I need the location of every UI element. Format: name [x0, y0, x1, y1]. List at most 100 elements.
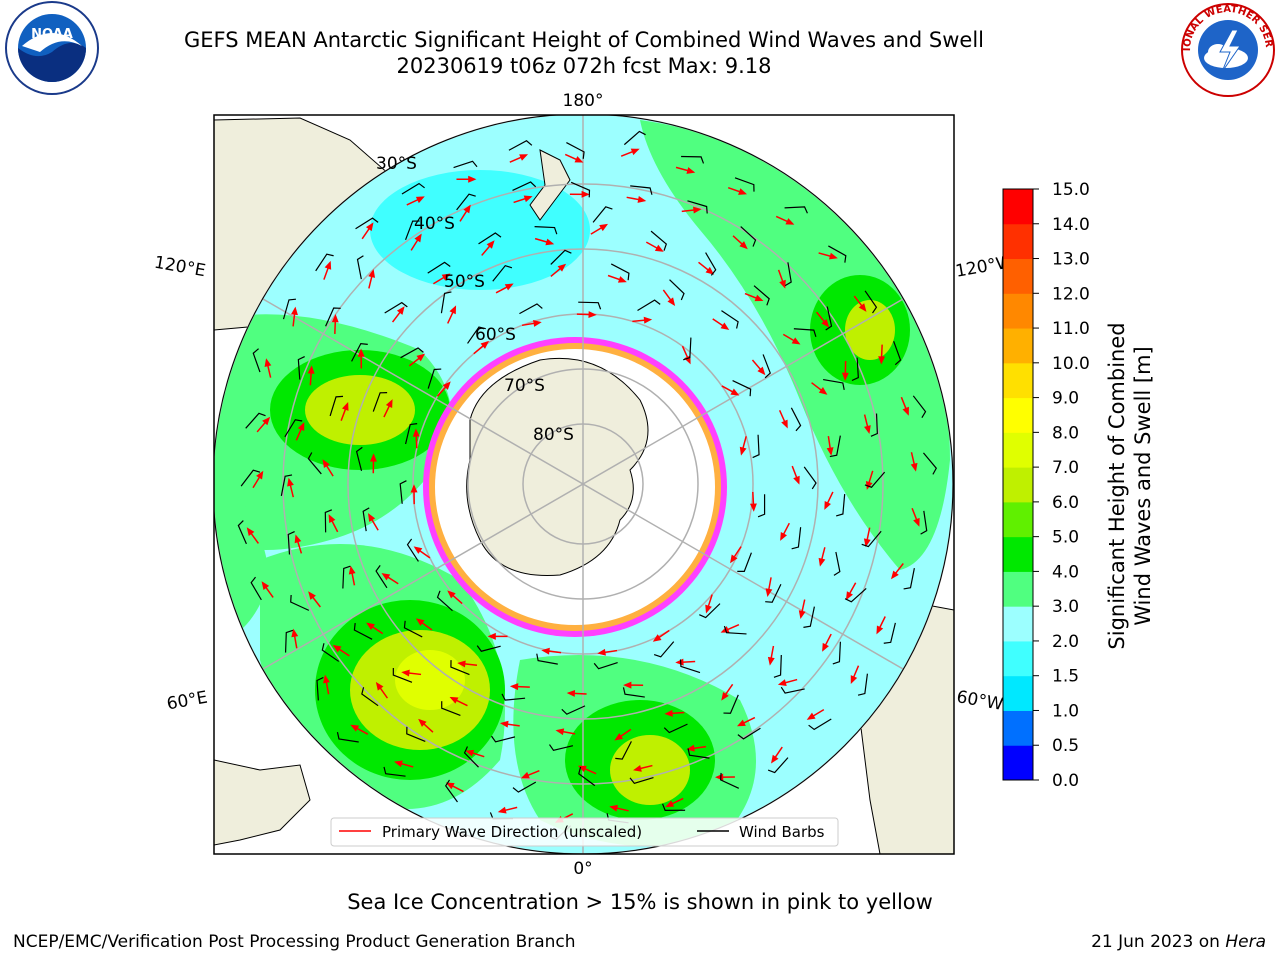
colorbar-tick-label: 7.0	[1052, 458, 1079, 478]
wind-barb	[280, 474, 293, 496]
wave-arrow-head	[509, 683, 519, 691]
wind-barb	[399, 480, 407, 504]
wave-arrow-head	[822, 642, 829, 652]
wind-barb	[566, 142, 585, 159]
wave-arrow-head	[599, 223, 608, 232]
sea-ice-note: Sea Ice Concentration > 15% is shown in …	[347, 890, 933, 914]
footer-host: Hera	[1225, 932, 1266, 952]
wave-arrow-head	[414, 233, 422, 243]
wind-barb	[720, 772, 740, 789]
wave-arrow-head	[413, 546, 423, 554]
wind-barb	[757, 494, 766, 518]
wind-barb	[592, 206, 613, 223]
wind-barb	[519, 303, 543, 315]
wind-barb	[491, 735, 516, 743]
wave-arrow-head	[261, 581, 270, 590]
wave-arrow-head	[806, 712, 816, 720]
colorbar-block	[1003, 362, 1033, 399]
wave-arrow-head	[588, 311, 597, 319]
chart-title: GEFS MEAN Antarctic Significant Height o…	[183, 28, 985, 52]
wind-barb	[450, 660, 470, 676]
wave-arrow-head	[557, 263, 567, 272]
wave-arrow-head	[637, 196, 647, 203]
wind-barb	[793, 328, 817, 337]
lat-label-60: 60°S	[475, 325, 516, 345]
wave-arrow-head	[545, 238, 555, 246]
colorbar-tick-label: 8.0	[1052, 423, 1079, 443]
wind-barb	[406, 726, 426, 742]
wave-arrow-head	[581, 190, 590, 198]
wind-barbs	[237, 130, 938, 841]
wind-barb	[912, 395, 927, 418]
wind-barb	[406, 538, 419, 562]
wind-barb	[453, 160, 478, 169]
wind-barb	[737, 727, 761, 740]
wave-arrow-head	[264, 358, 272, 367]
wave-arrow-head	[693, 206, 702, 214]
wind-barb	[325, 307, 341, 327]
wave-arrow-head	[705, 604, 712, 614]
wave-arrow-head	[765, 588, 773, 597]
wave-arrow-head	[665, 800, 675, 808]
wind-barb	[784, 262, 792, 287]
wind-barb	[329, 395, 344, 417]
wind-barb	[740, 226, 757, 247]
wind-barb	[615, 741, 632, 760]
wind-barb	[734, 177, 755, 192]
wind-barb	[463, 746, 479, 768]
colorbar-block	[1003, 189, 1033, 225]
wind-barb	[361, 687, 379, 707]
wave-arrow-head	[410, 484, 418, 493]
lon-label-180: 180°	[563, 91, 604, 111]
wave-arrow-head	[381, 573, 391, 581]
wind-barb	[732, 380, 752, 397]
wave-arrow-head	[369, 453, 377, 462]
wind-barb	[561, 705, 586, 715]
wave-arrow-head	[519, 154, 529, 161]
wind-barb	[663, 723, 688, 734]
colorbar-tick-label: 9.0	[1052, 389, 1079, 409]
wave-arrow-head	[447, 590, 456, 599]
colorbar-tick-label: 11.0	[1052, 319, 1090, 339]
land-new-zealand	[529, 149, 571, 221]
wind-barb	[362, 507, 370, 532]
wave-arrow-head	[323, 674, 330, 684]
wave-arrow-head	[767, 656, 775, 666]
wave-arrow-head	[415, 618, 425, 626]
colorbar-tick-label: 12.0	[1052, 284, 1090, 304]
wave-arrow-head	[332, 644, 342, 653]
wind-barb	[679, 659, 701, 674]
wave-arrow-head	[780, 531, 787, 541]
wind-barb	[512, 781, 537, 793]
wave-arrow-head	[913, 517, 920, 527]
wave-arrow-head	[793, 475, 800, 485]
wave-arrow-head	[617, 276, 627, 283]
wind-barb	[441, 701, 461, 716]
wave-arrow-head	[324, 260, 332, 270]
wind-barb	[284, 629, 294, 653]
wave-arrow-head	[739, 241, 748, 250]
wave-arrow-head	[342, 402, 349, 411]
wind-barb	[662, 803, 686, 811]
wave-arrow-head	[754, 294, 764, 302]
wave-arrow-head	[523, 195, 533, 203]
wave-arrow-head	[394, 760, 403, 768]
wave-arrow-head	[730, 388, 740, 396]
wind-barb	[287, 531, 295, 555]
colorbar-tick-label: 3.0	[1052, 597, 1079, 617]
colorbar-block	[1003, 536, 1033, 572]
wind-barb	[456, 193, 476, 211]
wind-barb	[922, 452, 938, 475]
wave-arrow-head	[826, 447, 834, 456]
colorbar-block	[1003, 571, 1033, 607]
noaa-logo: NOAA	[5, 1, 99, 95]
wave-arrow-head	[614, 733, 624, 741]
wave-arrow-head	[779, 279, 786, 289]
wave-arrow-head	[818, 387, 828, 395]
colorbar-block	[1003, 710, 1033, 746]
map-legend: Primary Wave Direction (unscaled) Wind B…	[330, 817, 839, 847]
wave-arrow-head	[308, 591, 316, 600]
wave-arrow-head	[396, 306, 405, 315]
wave-arrow-head	[449, 696, 459, 704]
wind-barb	[753, 285, 770, 306]
